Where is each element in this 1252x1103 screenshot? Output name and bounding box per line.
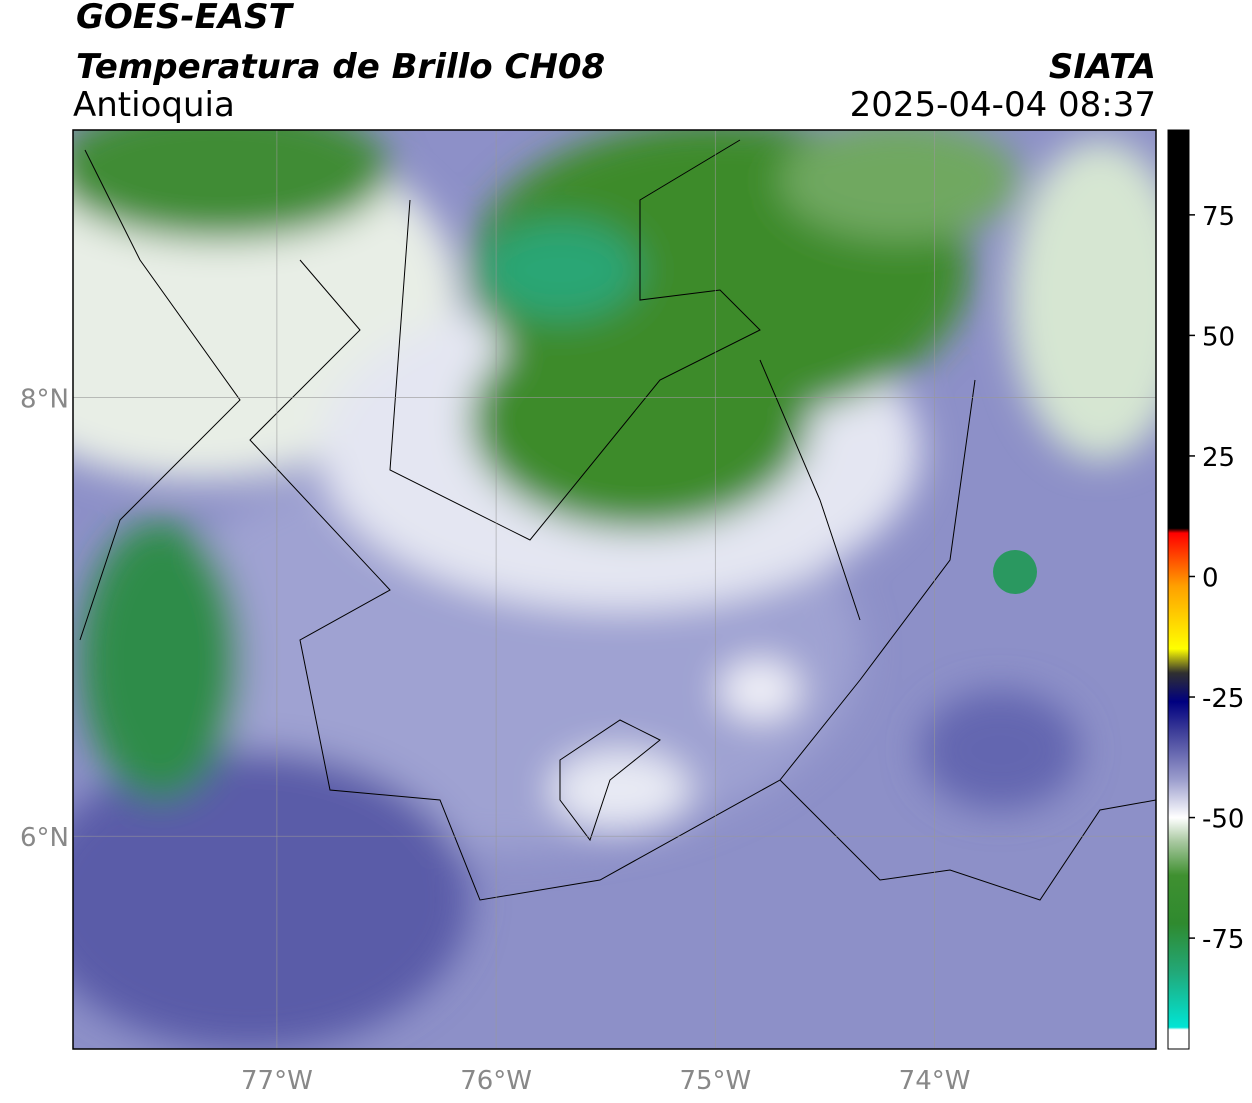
- lon-tick-label: 74°W: [899, 1066, 971, 1096]
- source: GOES-EAST: [76, 0, 295, 37]
- lon-tick-label: 77°W: [241, 1066, 313, 1096]
- colorbar-tick-label: 25: [1202, 443, 1235, 473]
- colorbar-tick-label: -25: [1202, 684, 1244, 714]
- lon-tick-label: 75°W: [679, 1066, 751, 1096]
- lat-tick-label: 6°N: [20, 823, 69, 853]
- colorbar: [1167, 129, 1190, 1050]
- region: Antioquia: [73, 85, 235, 125]
- map-frame: [72, 129, 1157, 1050]
- colorbar-tick-label: -75: [1202, 925, 1244, 955]
- colorbar-tick-label: -50: [1202, 805, 1244, 835]
- datetime: 2025-04-04 08:37: [850, 85, 1156, 125]
- lon-tick-label: 76°W: [460, 1066, 532, 1096]
- lat-tick-label: 8°N: [20, 385, 69, 415]
- title: Temperatura de Brillo CH08: [76, 47, 605, 87]
- colorbar-tick-label: 0: [1202, 563, 1219, 593]
- colorbar-tick-label: 50: [1202, 322, 1235, 352]
- agency: SIATA: [1049, 47, 1156, 87]
- colorbar-tick-label: 75: [1202, 202, 1235, 232]
- imagery: [73, 130, 1156, 1049]
